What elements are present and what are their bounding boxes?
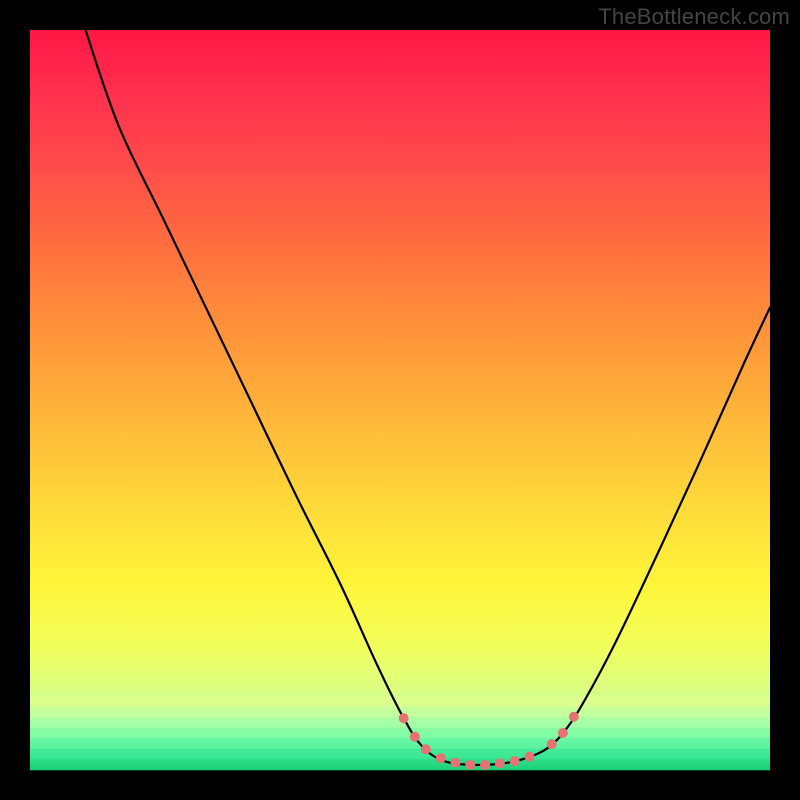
chart-background — [30, 30, 770, 770]
watermark-text: TheBottleneck.com — [598, 4, 790, 30]
chart-svg — [0, 0, 800, 800]
green-bands — [30, 696, 770, 771]
bottleneck-chart — [0, 0, 800, 800]
